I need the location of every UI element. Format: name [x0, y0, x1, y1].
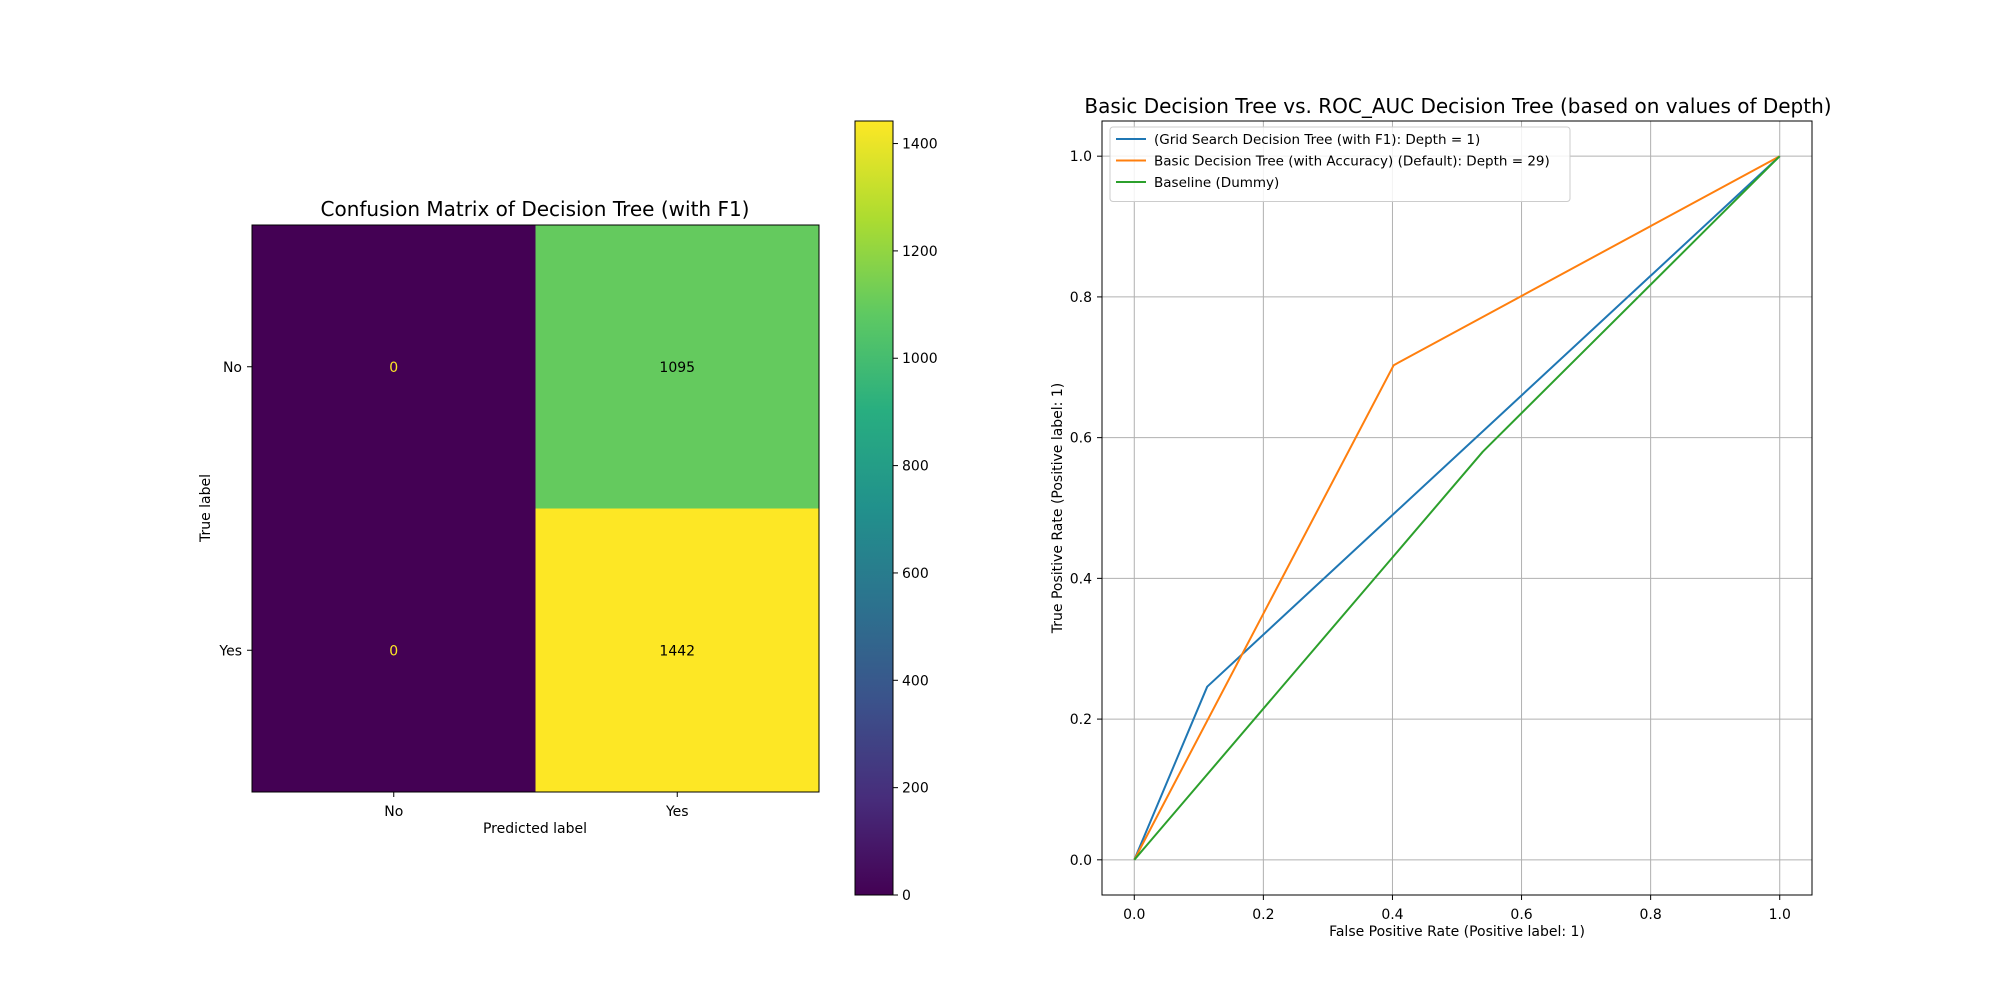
matrix-cell [252, 225, 536, 509]
x-tick-label: 0.6 [1510, 907, 1532, 923]
y-tick-label: 0.6 [1070, 431, 1092, 447]
roc-plot-frame [1101, 120, 1813, 896]
y-tick-label: Yes [218, 643, 242, 659]
legend-box [1109, 126, 1571, 202]
confusion-matrix-chart: Confusion Matrix of Decision Tree (with … [198, 197, 820, 837]
roc-series-line [1133, 155, 1781, 861]
roc-chart-title: Basic Decision Tree vs. ROC_AUC Decision… [1084, 94, 1831, 118]
roc-legend: (Grid Search Decision Tree (with F1): De… [1109, 126, 1571, 202]
confusion-matrix-title: Confusion Matrix of Decision Tree (with … [321, 197, 750, 221]
colorbar-tick-label: 1400 [902, 137, 938, 153]
colorbar-gradient [854, 120, 894, 896]
confusion-matrix-cells: 0 1095 0 1442 [252, 225, 819, 792]
confusion-matrix-y-axis-label: True label [198, 474, 214, 543]
confusion-matrix-frame [251, 224, 820, 793]
legend-entry: (Grid Search Decision Tree (with F1): De… [1154, 132, 1480, 148]
matrix-cell-value: 0 [389, 643, 398, 659]
y-tick-label: 0.2 [1070, 712, 1092, 728]
matrix-cell-value: 0 [389, 360, 398, 376]
y-tick-label: 0.4 [1070, 571, 1092, 587]
colorbar-ticks: 0 200 400 600 800 1000 1200 1400 [893, 137, 938, 904]
colorbar: 0 200 400 600 800 1000 1200 1400 [854, 120, 938, 904]
y-tick-label: 0.8 [1070, 290, 1092, 306]
roc-series-line [1133, 155, 1781, 861]
legend-entry: Baseline (Dummy) [1154, 175, 1279, 191]
matrix-cell [535, 225, 819, 509]
y-tick-label: No [223, 360, 242, 376]
roc-series-lines [1133, 155, 1781, 861]
confusion-matrix-x-axis-label: Predicted label [483, 821, 587, 837]
x-tick-label: No [384, 804, 403, 820]
x-tick-label: 1.0 [1769, 907, 1791, 923]
x-tick-label: Yes [665, 804, 689, 820]
colorbar-tick-label: 600 [902, 566, 929, 582]
matrix-cell [252, 508, 536, 792]
colorbar-tick-label: 0 [902, 888, 911, 904]
colorbar-tick-label: 800 [902, 459, 929, 475]
x-tick-label: 0.2 [1252, 907, 1274, 923]
roc-series-line [1133, 155, 1781, 861]
roc-y-axis-label: True Positive Rate (Positive label: 1) [1050, 383, 1066, 634]
colorbar-tick-label: 200 [902, 781, 929, 797]
confusion-matrix-ticks: No Yes No Yes [218, 360, 688, 820]
y-tick-label: 0.0 [1070, 853, 1092, 869]
matrix-cell-value: 1095 [659, 360, 695, 376]
y-tick-label: 1.0 [1070, 149, 1092, 165]
roc-gridlines [1102, 121, 1812, 895]
matrix-cell-value: 1442 [659, 643, 695, 659]
legend-entry: Basic Decision Tree (with Accuracy) (Def… [1154, 154, 1550, 170]
x-tick-label: 0.0 [1123, 907, 1145, 923]
roc-x-axis-label: False Positive Rate (Positive label: 1) [1329, 924, 1585, 940]
x-tick-label: 0.4 [1381, 907, 1403, 923]
matrix-cell [535, 508, 819, 792]
colorbar-tick-label: 400 [902, 673, 929, 689]
roc-ticks: 0.0 0.2 0.4 0.6 0.8 1.0 0.0 0.2 0.4 0.6 0.8 1.0 [1070, 149, 1791, 923]
colorbar-tick-label: 1000 [902, 351, 938, 367]
colorbar-tick-label: 1200 [902, 244, 938, 260]
roc-chart: Basic Decision Tree vs. ROC_AUC Decision… [1050, 94, 1832, 940]
x-tick-label: 0.8 [1640, 907, 1662, 923]
